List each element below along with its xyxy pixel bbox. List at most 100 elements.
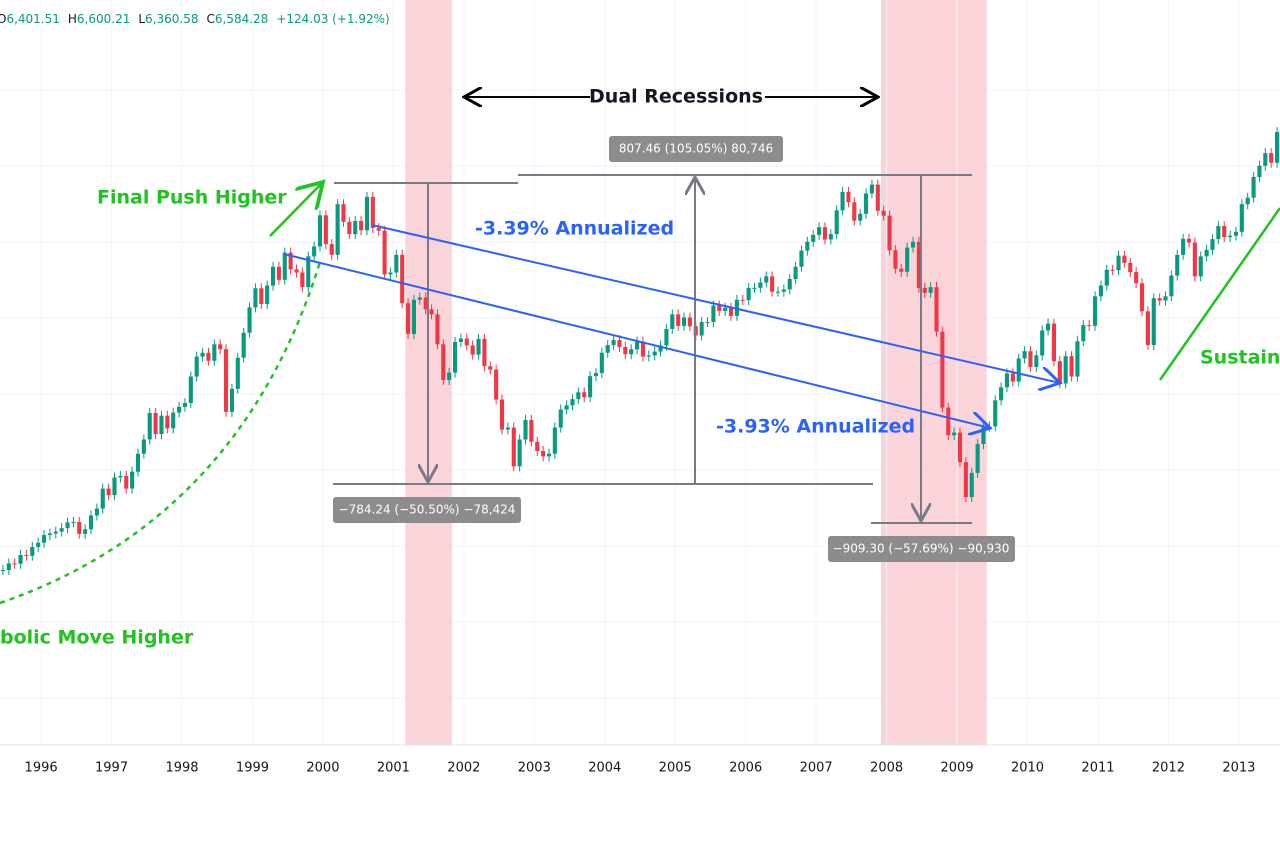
candle bbox=[6, 563, 11, 570]
annotation: Dual Recessions bbox=[589, 86, 763, 108]
candle bbox=[499, 399, 505, 430]
annotations: Dual Recessions 807.46 (105.05%) 80,746 … bbox=[0, 86, 1280, 649]
candle bbox=[312, 246, 317, 257]
candle bbox=[1145, 311, 1150, 346]
candle bbox=[511, 427, 516, 467]
candle bbox=[1157, 298, 1162, 301]
x-tick-label: 2013 bbox=[1222, 761, 1255, 776]
candle bbox=[611, 340, 616, 346]
candle bbox=[194, 356, 199, 377]
candle bbox=[382, 230, 387, 275]
candle bbox=[834, 210, 839, 235]
trend-line bbox=[371, 224, 1060, 383]
candle bbox=[858, 213, 863, 221]
candle bbox=[229, 388, 234, 412]
candle bbox=[969, 472, 974, 498]
candle bbox=[635, 341, 640, 350]
ohlc-label: L bbox=[138, 12, 145, 26]
annotation: Final Push Higher bbox=[97, 187, 287, 209]
candle bbox=[952, 432, 957, 436]
measure-box bbox=[333, 497, 521, 523]
candle bbox=[1222, 226, 1227, 238]
measure-label: −909.30 (−57.69%) −90,930 bbox=[833, 542, 1010, 556]
x-tick-label: 1996 bbox=[25, 761, 58, 776]
candle bbox=[71, 521, 76, 523]
candle bbox=[1116, 255, 1121, 271]
candle bbox=[1181, 238, 1186, 255]
candle bbox=[864, 193, 869, 214]
candle bbox=[1239, 204, 1244, 232]
candle bbox=[752, 287, 757, 289]
candle bbox=[253, 288, 258, 308]
candle bbox=[981, 426, 986, 445]
candle bbox=[335, 204, 340, 255]
candle bbox=[746, 287, 751, 301]
candle bbox=[699, 322, 704, 336]
candle bbox=[494, 369, 499, 400]
candle bbox=[564, 405, 569, 410]
candle bbox=[1092, 296, 1098, 326]
candle bbox=[922, 287, 927, 293]
candle bbox=[118, 475, 123, 478]
candle bbox=[135, 453, 141, 472]
x-tick-label: 2001 bbox=[377, 761, 410, 776]
candle bbox=[171, 412, 176, 429]
candle bbox=[963, 462, 968, 498]
ohlc-label: C bbox=[206, 12, 214, 26]
candle bbox=[417, 297, 422, 300]
x-tick-label: 2007 bbox=[800, 761, 833, 776]
candle bbox=[999, 387, 1004, 401]
candle bbox=[1198, 256, 1203, 277]
candle bbox=[576, 392, 581, 400]
candle bbox=[370, 196, 375, 228]
candle bbox=[153, 412, 158, 435]
candle bbox=[1151, 298, 1156, 346]
candle bbox=[793, 266, 798, 280]
ohlc-value: 6,360.58 bbox=[145, 12, 198, 26]
candle bbox=[593, 373, 599, 377]
annotation: -3.39% Annualized bbox=[475, 218, 674, 240]
candle bbox=[200, 352, 205, 357]
candle bbox=[112, 477, 117, 496]
candle bbox=[505, 427, 510, 430]
candle bbox=[1040, 330, 1045, 356]
candle bbox=[764, 276, 769, 283]
candle bbox=[605, 345, 610, 353]
x-tick-label: 1997 bbox=[95, 761, 128, 776]
candle bbox=[341, 204, 346, 222]
x-tick-label: 1999 bbox=[236, 761, 269, 776]
candle bbox=[910, 241, 916, 248]
candle bbox=[846, 191, 851, 203]
candle bbox=[77, 521, 82, 534]
candle bbox=[470, 345, 475, 355]
candle bbox=[975, 444, 980, 473]
candle bbox=[881, 210, 886, 216]
candle bbox=[1128, 262, 1133, 273]
candle bbox=[817, 227, 822, 235]
x-tick-label: 2011 bbox=[1081, 761, 1114, 776]
grid bbox=[0, 89, 1280, 699]
candle bbox=[88, 515, 94, 530]
candle bbox=[717, 305, 722, 311]
candle bbox=[124, 475, 129, 489]
candle bbox=[1216, 226, 1221, 240]
candle bbox=[429, 309, 434, 315]
curve bbox=[0, 261, 322, 605]
candle bbox=[300, 272, 305, 288]
annotation: -3.93% Annualized bbox=[716, 416, 915, 438]
candle bbox=[1233, 231, 1239, 236]
candle bbox=[588, 376, 593, 398]
candle bbox=[441, 344, 446, 380]
candle bbox=[946, 407, 951, 436]
candle bbox=[905, 247, 910, 272]
ohlc-value: 6,600.21 bbox=[77, 12, 130, 26]
candle bbox=[852, 202, 857, 221]
annotation: bolic Move Higher bbox=[0, 627, 194, 649]
candle bbox=[640, 341, 645, 357]
candle bbox=[558, 409, 563, 428]
x-tick-label: 2006 bbox=[729, 761, 762, 776]
candle bbox=[1257, 165, 1262, 177]
candle bbox=[775, 291, 781, 293]
candle bbox=[1163, 296, 1168, 301]
